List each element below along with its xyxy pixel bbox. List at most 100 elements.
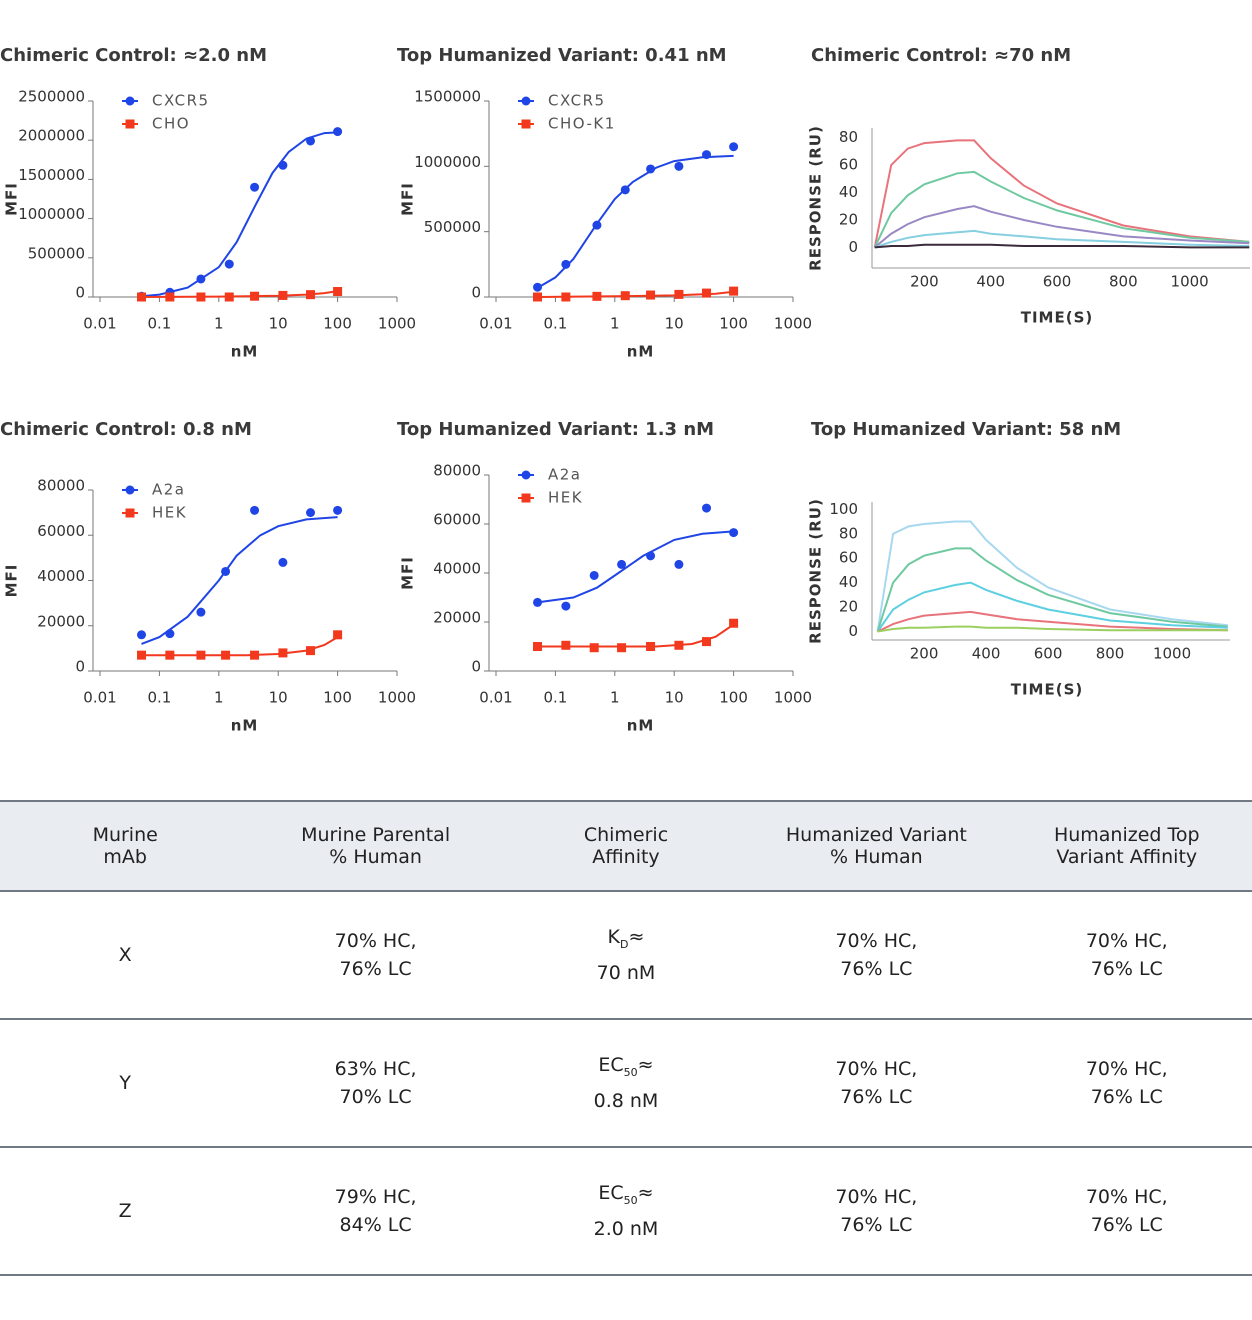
data-point bbox=[224, 292, 234, 302]
x-tick-label: 1000 bbox=[774, 315, 812, 333]
data-point bbox=[592, 220, 602, 230]
cell-line: 63% HC, bbox=[334, 1058, 417, 1080]
table-row: Z 79% HC, 84% LC EC50≈ 2.0 nM 70% HC, 76% LC 70… bbox=[0, 1148, 1252, 1276]
cell-line: 70% HC, bbox=[1085, 1186, 1168, 1208]
chart-title: Top Humanized Variant: 1.3 nM bbox=[397, 419, 714, 440]
y-tick-label: 80000 bbox=[37, 477, 85, 495]
data-point bbox=[617, 643, 627, 653]
text-sub: D bbox=[620, 937, 629, 951]
x-tick-label: 1 bbox=[214, 689, 224, 707]
data-point bbox=[729, 142, 739, 152]
data-point bbox=[250, 182, 260, 192]
data-point bbox=[533, 597, 543, 607]
chart-title: Chimeric Control: ≈70 nM bbox=[811, 45, 1071, 66]
table-cell: 70% HC, 76% LC bbox=[1002, 1020, 1252, 1146]
table-cell: Y bbox=[0, 1020, 250, 1146]
y-tick-label: 0 bbox=[471, 658, 481, 676]
data-point bbox=[250, 291, 260, 301]
data-point bbox=[333, 505, 343, 515]
data-point bbox=[646, 164, 656, 174]
x-axis-label: nM bbox=[231, 343, 259, 361]
text-base: K bbox=[607, 926, 620, 949]
y-axis-label: RESPONSE (RU) bbox=[807, 498, 825, 644]
x-tick-label: 10 bbox=[665, 315, 684, 333]
x-tick-label: 600 bbox=[1043, 273, 1072, 291]
x-tick-label: 1 bbox=[214, 315, 224, 333]
y-tick-label: 0 bbox=[75, 658, 85, 676]
x-tick-label: 1000 bbox=[378, 689, 416, 707]
y-tick-label: 1000000 bbox=[18, 205, 85, 223]
y-tick-label: 0 bbox=[471, 284, 481, 302]
header-cell: Murine mAb bbox=[0, 802, 250, 890]
data-point bbox=[646, 551, 656, 561]
x-tick-label: 200 bbox=[910, 273, 939, 291]
cell-line: Humanized Variant bbox=[785, 824, 967, 846]
y-tick-label: 60000 bbox=[37, 522, 85, 540]
table-cell: EC50≈ 0.8 nM bbox=[501, 1020, 751, 1146]
data-point bbox=[278, 160, 288, 170]
table-cell: 70% HC, 76% LC bbox=[751, 1020, 1001, 1146]
x-tick-label: 800 bbox=[1109, 273, 1138, 291]
x-tick-label: 0.1 bbox=[147, 315, 171, 333]
data-point bbox=[250, 505, 260, 515]
data-point bbox=[674, 289, 684, 299]
sensorgram-trace bbox=[873, 170, 1250, 248]
cell-line: Chimeric bbox=[583, 824, 669, 846]
cell-line: % Human bbox=[329, 846, 422, 868]
data-point bbox=[196, 292, 206, 302]
sensorgram-trace bbox=[876, 520, 1228, 632]
cell-line: Affinity bbox=[592, 846, 660, 868]
charts: Chimeric Control: ≈2.0 nM050000010000001… bbox=[0, 45, 1250, 735]
fit-curve bbox=[141, 131, 338, 298]
data-point bbox=[702, 503, 712, 513]
data-point bbox=[674, 640, 684, 650]
x-axis-label: nM bbox=[627, 343, 655, 361]
y-tick-label: 1500000 bbox=[414, 88, 481, 106]
text-base: EC bbox=[598, 1054, 624, 1077]
data-point bbox=[306, 290, 316, 300]
table-cell: 70% HC, 76% LC bbox=[1002, 1148, 1252, 1274]
text-base: EC bbox=[598, 1182, 624, 1205]
legend-marker bbox=[125, 96, 135, 106]
x-axis-label: nM bbox=[627, 717, 655, 735]
data-point bbox=[278, 557, 288, 567]
legend-label: HEK bbox=[152, 504, 187, 522]
data-point bbox=[620, 291, 630, 301]
data-point bbox=[729, 618, 739, 628]
fit-curve bbox=[141, 290, 338, 298]
data-point bbox=[592, 291, 602, 301]
cell-line: EC50≈ bbox=[598, 1051, 653, 1087]
y-tick-label: 40000 bbox=[433, 560, 481, 578]
data-point bbox=[306, 136, 316, 146]
x-tick-label: 10 bbox=[665, 689, 684, 707]
x-tick-label: 0.01 bbox=[479, 689, 512, 707]
data-point bbox=[589, 643, 599, 653]
y-tick-label: 60 bbox=[839, 549, 858, 567]
data-point bbox=[278, 648, 288, 658]
table-cell: EC50≈ 2.0 nM bbox=[501, 1148, 751, 1274]
y-tick-label: 60 bbox=[839, 156, 858, 174]
cell-line: Murine bbox=[92, 824, 158, 846]
cell-line: EC50≈ bbox=[598, 1179, 653, 1215]
cell-line: Murine Parental bbox=[301, 824, 451, 846]
y-tick-label: 20000 bbox=[433, 609, 481, 627]
cell-line: 76% LC bbox=[1090, 1086, 1163, 1108]
legend-marker bbox=[521, 96, 531, 106]
y-tick-label: 2500000 bbox=[18, 88, 85, 106]
x-tick-label: 1 bbox=[610, 689, 620, 707]
cell-line: Variant Affinity bbox=[1056, 846, 1198, 868]
text-suffix: ≈ bbox=[637, 1054, 654, 1077]
data-point bbox=[533, 642, 543, 651]
y-tick-label: 2000000 bbox=[18, 127, 85, 145]
x-tick-label: 800 bbox=[1096, 645, 1125, 663]
x-tick-label: 0.01 bbox=[479, 315, 512, 333]
table-row: X 70% HC, 76% LC KD≈ 70 nM 70% HC, 76% LC 70% H… bbox=[0, 892, 1252, 1020]
cell-line: 70% HC, bbox=[1085, 1058, 1168, 1080]
y-tick-label: 80000 bbox=[433, 462, 481, 480]
legend-marker bbox=[125, 508, 135, 518]
x-tick-label: 200 bbox=[910, 645, 939, 663]
cell-line: Y bbox=[119, 1072, 131, 1094]
table-cell: 70% HC, 76% LC bbox=[1002, 892, 1252, 1018]
data-point bbox=[561, 259, 571, 269]
